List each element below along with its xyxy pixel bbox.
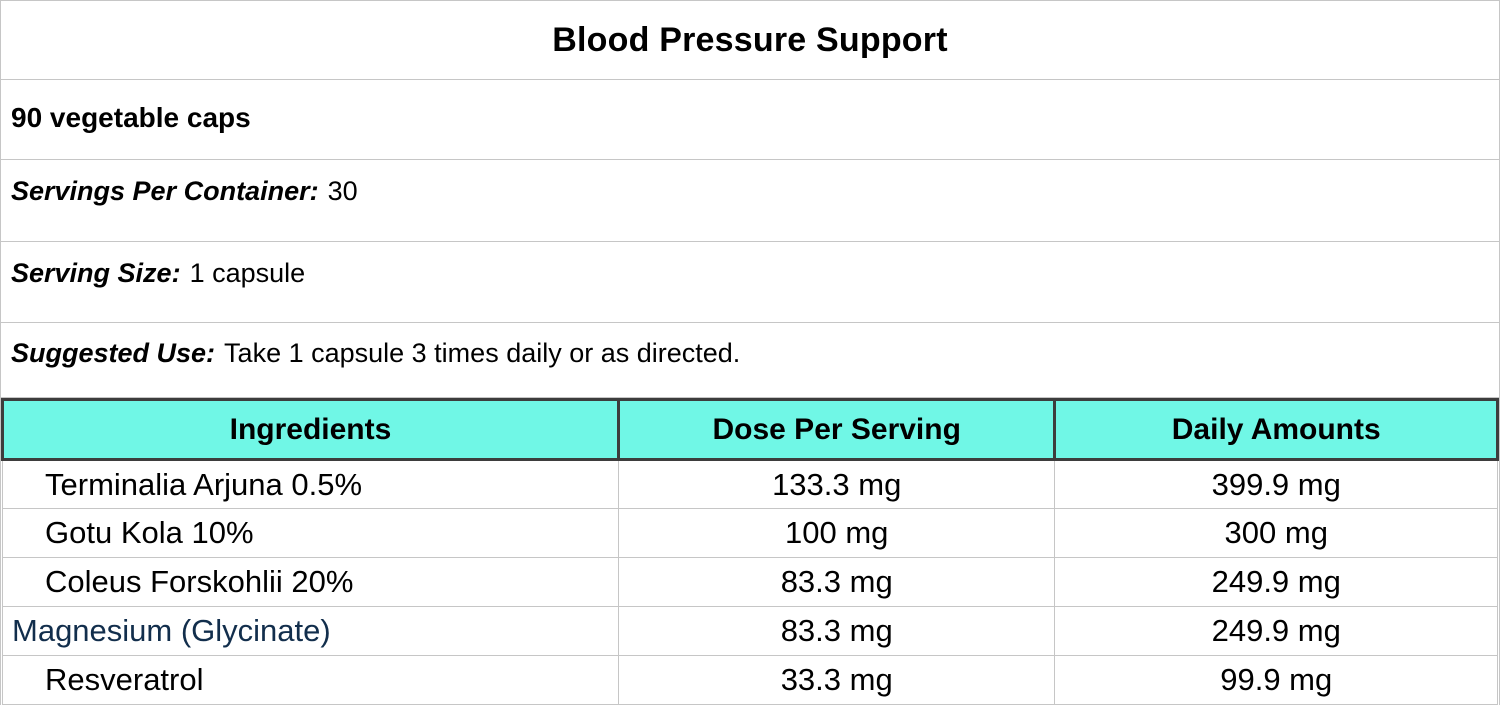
ingredient-name-cell: Gotu Kola 10%: [2, 508, 619, 558]
ingredient-row: Magnesium (Glycinate) 83.3 mg 249.9 mg: [2, 606, 1498, 656]
dose-cell: 100 mg: [617, 508, 1056, 558]
serving-size-row: Serving Size: 1 capsule: [1, 242, 1499, 323]
dose-cell: 83.3 mg: [617, 606, 1056, 656]
ingredient-name-cell: Terminalia Arjuna 0.5%: [2, 459, 619, 509]
suggested-use-value: Take 1 capsule 3 times daily or as direc…: [224, 337, 741, 368]
ingredient-row: Gotu Kola 10% 100 mg 300 mg: [2, 508, 1498, 558]
ingredient-row: Coleus Forskohlii 20% 83.3 mg 249.9 mg: [2, 557, 1498, 607]
servings-per-container-label: Servings Per Container:: [11, 176, 319, 206]
ingredient-name-cell: Coleus Forskohlii 20%: [2, 557, 619, 607]
daily-amount-cell: 99.9 mg: [1054, 655, 1498, 705]
col-header-daily-amounts: Daily Amounts: [1053, 398, 1499, 461]
ingredient-name-cell: Resveratrol: [2, 655, 619, 705]
daily-amount-cell: 249.9 mg: [1054, 557, 1498, 607]
capsule-count-row: 90 vegetable caps: [1, 80, 1499, 160]
serving-size-value: 1 capsule: [189, 257, 306, 288]
daily-amount-cell: 300 mg: [1054, 508, 1498, 558]
dose-cell: 133.3 mg: [617, 459, 1056, 509]
col-header-dose-per-serving: Dose Per Serving: [616, 398, 1057, 461]
suggested-use-label: Suggested Use:: [11, 337, 216, 368]
daily-amount-cell: 399.9 mg: [1054, 459, 1498, 509]
header-row: Ingredients Dose Per Serving Daily Amoun…: [1, 398, 1499, 461]
ingredient-row: Terminalia Arjuna 0.5% 133.3 mg 399.9 mg: [2, 459, 1498, 509]
ingredients-table-header: Ingredients Dose Per Serving Daily Amoun…: [1, 398, 1499, 461]
servings-per-container-value: 30: [327, 176, 358, 206]
dose-cell: 33.3 mg: [617, 655, 1056, 705]
page-title: Blood Pressure Support: [552, 20, 948, 59]
capsule-count: 90 vegetable caps: [11, 101, 251, 133]
ingredient-row: Resveratrol 33.3 mg 99.9 mg: [2, 655, 1498, 705]
servings-per-container-row: Servings Per Container: 30: [1, 160, 1499, 242]
ingredients-table-body: Terminalia Arjuna 0.5% 133.3 mg 399.9 mg…: [2, 459, 1498, 705]
serving-size-label: Serving Size:: [11, 257, 181, 288]
title-row: Blood Pressure Support: [1, 1, 1499, 80]
daily-amount-cell: 249.9 mg: [1054, 606, 1498, 656]
col-header-ingredients: Ingredients: [1, 398, 620, 461]
ingredients-table: Ingredients Dose Per Serving Daily Amoun…: [1, 398, 1499, 705]
suggested-use-row: Suggested Use: Take 1 capsule 3 times da…: [1, 323, 1499, 398]
dose-cell: 83.3 mg: [617, 557, 1056, 607]
ingredient-link[interactable]: Magnesium (Glycinate): [2, 606, 619, 656]
